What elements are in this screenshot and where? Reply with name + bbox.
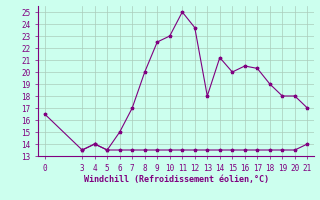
X-axis label: Windchill (Refroidissement éolien,°C): Windchill (Refroidissement éolien,°C): [84, 175, 268, 184]
